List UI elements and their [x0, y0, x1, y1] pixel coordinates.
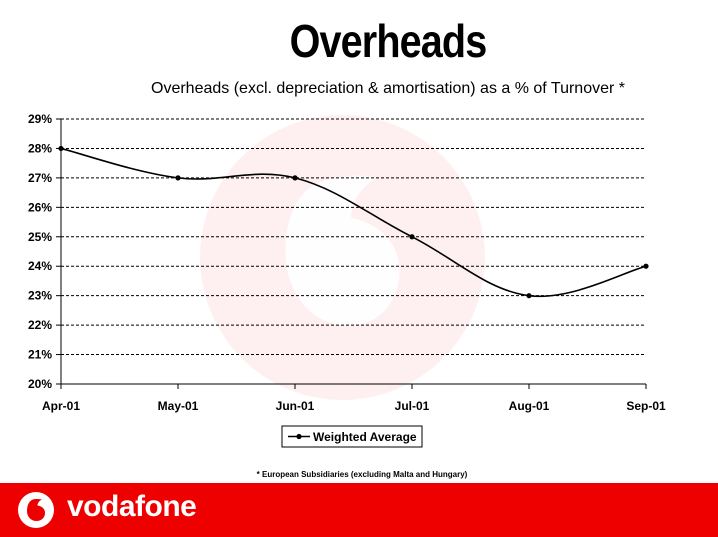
x-tick-label: Sep-01 [626, 399, 666, 413]
footnote: * European Subsidiaries (excluding Malta… [256, 470, 468, 479]
data-point [292, 175, 298, 181]
chart-title: Overheads (excl. depreciation & amortisa… [151, 80, 625, 97]
axes [56, 118, 647, 389]
y-tick-label: 23% [28, 289, 52, 303]
data-point [409, 234, 415, 240]
y-tick-label: 27% [28, 171, 52, 185]
data-points [58, 145, 649, 299]
data-point [58, 145, 64, 152]
y-tick-label: 29% [28, 112, 52, 126]
x-tick-label: Aug-01 [509, 399, 550, 413]
y-tick-label: 24% [28, 259, 52, 273]
data-point [175, 175, 181, 181]
data-point [643, 263, 649, 269]
x-tick-label: Jun-01 [276, 399, 315, 413]
x-tick-label: May-01 [158, 399, 199, 413]
legend: Weighted Average [281, 425, 423, 448]
vodafone-logo-icon [18, 492, 54, 528]
grid-lines [61, 118, 646, 356]
brand-bar: vodafone [0, 483, 718, 537]
brand-name: vodafone [67, 490, 197, 523]
x-tick-label: Apr-01 [42, 399, 80, 413]
y-tick-label: 25% [28, 230, 52, 244]
y-tick-labels: 20% 21% 22% 23% 24% 25% 26% 27% 28% 29% [28, 112, 52, 391]
x-tick-label: Jul-01 [395, 399, 430, 413]
y-tick-label: 22% [28, 318, 52, 332]
legend-swatch-marker [296, 433, 302, 440]
y-tick-label: 20% [28, 377, 52, 391]
x-tick-labels: Apr-01 May-01 Jun-01 Jul-01 Aug-01 Sep-01 [42, 399, 666, 413]
legend-box [281, 425, 423, 448]
series-lines [60, 147, 647, 298]
y-tick-label: 21% [28, 348, 52, 362]
vodafone-watermark-icon [200, 115, 485, 400]
slide-title: Overheads [289, 15, 488, 67]
line-chart: 20% 21% 22% 23% 24% 25% 26% 27% 28% 29% Apr-01 May… [28, 112, 666, 448]
legend-label: Weighted Average [313, 430, 417, 444]
series-line [60, 147, 647, 298]
y-tick-label: 28% [28, 141, 52, 155]
data-point [526, 293, 532, 299]
y-tick-label: 26% [28, 200, 52, 214]
